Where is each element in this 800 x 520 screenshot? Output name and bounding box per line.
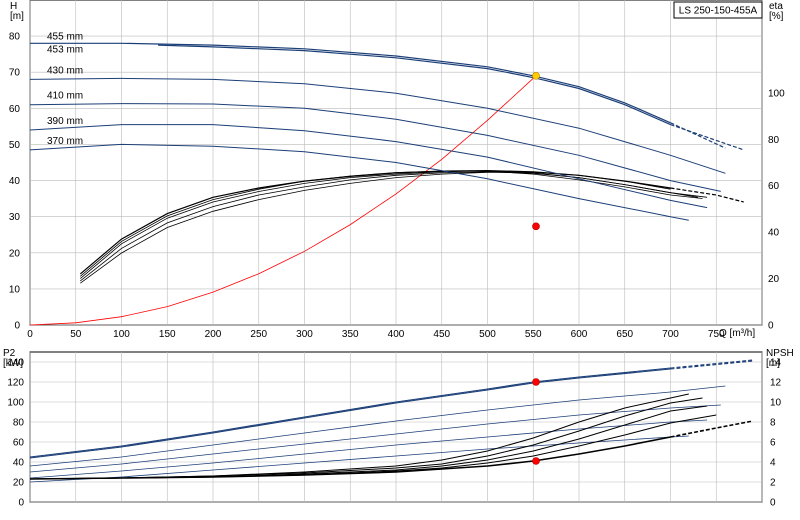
top-y2-axis-label: eta [%]: [769, 1, 784, 22]
npsh-tick-label: 4: [770, 458, 776, 469]
p2-tick-label: 40: [13, 458, 25, 469]
head-curve: [29, 77, 726, 174]
x-tick-label: 300: [296, 329, 313, 340]
x-tick-label: 250: [250, 329, 267, 340]
diameter-label: 430 mm: [47, 65, 83, 76]
p2-tick-label: 120: [7, 378, 24, 389]
diameter-label: 455 mm: [47, 31, 83, 42]
top-plot-curves: 455 mm 453 mm 430 mm 410 mm 390 mm 370 mm: [29, 31, 744, 326]
power-curve: [29, 419, 708, 479]
npsh-curve: [29, 393, 689, 480]
eta-tick-label: 40: [768, 228, 780, 239]
operating-point: [532, 378, 540, 386]
h-tick-label: 80: [9, 32, 21, 43]
eta-tick-label: 20: [768, 274, 780, 285]
npsh-curve-dashed: [670, 420, 754, 438]
h-tick-label: 40: [9, 176, 21, 187]
h-tick-label: 30: [9, 212, 21, 223]
top-plot-grid: [29, 0, 763, 326]
diameter-label: 410 mm: [47, 91, 83, 102]
bottom-plot-grid: [29, 352, 763, 503]
head-curve: [29, 143, 689, 221]
operating-point: [532, 222, 540, 231]
x-tick-label: 50: [70, 329, 82, 340]
top-plot-ticks: 0 50 100 150 200 250 300 350 400 450 500 550 600 650 7…: [9, 32, 785, 340]
bottom-y2-axis-label: NPSH [m]: [766, 348, 794, 369]
h-tick-label: 60: [9, 104, 21, 115]
npsh-tick-label: 10: [770, 398, 782, 409]
efficiency-curve-dashed: [670, 187, 744, 203]
power-curve: [29, 385, 726, 467]
x-tick-label: 0: [27, 329, 33, 340]
h-tick-label: 10: [9, 284, 21, 295]
x-tick-label: 750: [708, 329, 725, 340]
x-tick-label: 150: [159, 329, 176, 340]
npsh-tick-label: 2: [770, 478, 776, 489]
chart-title: LS 250-150-455A: [679, 6, 758, 17]
npsh-tick-label: 14: [770, 358, 782, 369]
npsh-tick-label: 0: [770, 498, 776, 509]
power-curve: [29, 367, 671, 458]
system-curve: [29, 75, 537, 326]
p2-tick-label: 20: [13, 478, 25, 489]
h-tick-label: 70: [9, 68, 21, 79]
top-y-axis-label: H [m]: [10, 1, 24, 22]
head-curve: [30, 42, 671, 124]
p2-tick-label: 100: [7, 398, 24, 409]
x-tick-label: 600: [571, 329, 588, 340]
diameter-label: 370 mm: [47, 136, 83, 147]
power-curve-dashed: [670, 359, 753, 369]
head-curve: [158, 44, 671, 126]
operating-point: [532, 72, 540, 80]
npsh-curve: [29, 405, 708, 480]
head-curve-dashed: [670, 122, 726, 149]
diameter-label: 390 mm: [47, 116, 83, 127]
x-tick-label: 700: [662, 329, 679, 340]
p2-tick-label: 60: [13, 438, 25, 449]
npsh-tick-label: 12: [770, 378, 782, 389]
x-tick-label: 650: [616, 329, 633, 340]
x-tick-label: 550: [525, 329, 542, 340]
bottom-plot-ticks: 0 20 40 60 80 100 120 140 0 2 4 6 8 10 12 14: [7, 358, 781, 509]
x-tick-label: 400: [388, 329, 405, 340]
h-tick-label: 0: [14, 321, 20, 332]
top-x-axis-label: Q [m³/h]: [719, 328, 755, 339]
power-curve: [29, 404, 721, 473]
head-curve: [29, 103, 721, 192]
h-tick-label: 50: [9, 140, 21, 151]
eta-tick-label: 80: [768, 135, 780, 146]
eta-tick-label: 100: [768, 88, 785, 99]
eta-tick-label: 60: [768, 181, 780, 192]
head-curve: [29, 124, 708, 209]
efficiency-curve: [80, 170, 703, 277]
p2-tick-label: 140: [7, 358, 24, 369]
eta-tick-label: 0: [768, 321, 774, 332]
power-curve: [29, 368, 671, 459]
efficiency-curve: [80, 171, 671, 284]
chart-title-box: [673, 1, 763, 19]
power-curve-dashed: [670, 360, 753, 370]
x-tick-label: 100: [113, 329, 130, 340]
operating-point: [532, 457, 540, 465]
x-tick-label: 350: [342, 329, 359, 340]
diameter-label: 453 mm: [47, 44, 83, 55]
npsh-tick-label: 8: [770, 418, 776, 429]
p2-tick-label: 80: [13, 418, 25, 429]
npsh-tick-label: 6: [770, 438, 776, 449]
p2-tick-label: 0: [18, 498, 24, 509]
x-tick-label: 200: [205, 329, 222, 340]
bottom-y-axis-label: P2 [kW]: [3, 348, 23, 369]
head-curve-dashed: [670, 124, 744, 151]
power-curve: [29, 435, 689, 483]
efficiency-curve: [80, 171, 698, 282]
x-tick-label: 450: [433, 329, 450, 340]
x-tick-label: 500: [479, 329, 496, 340]
bottom-plot-curves: [29, 359, 754, 483]
npsh-curve: [29, 397, 703, 480]
h-tick-label: 20: [9, 248, 21, 259]
